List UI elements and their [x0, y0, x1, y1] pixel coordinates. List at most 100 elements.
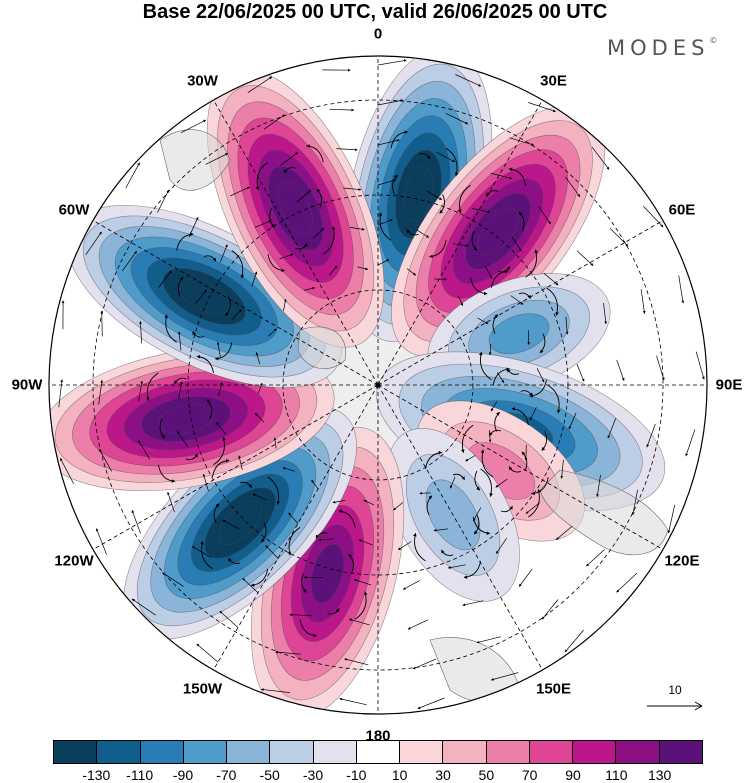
wind-arrow — [192, 546, 212, 558]
wind-arrow — [260, 522, 267, 543]
wind-arrow — [511, 236, 522, 252]
wind-arrow — [445, 112, 469, 125]
wind-arrow — [275, 650, 301, 655]
wind-arrow — [344, 658, 369, 666]
wind-arrow — [98, 379, 104, 405]
wind-arrow — [336, 148, 358, 152]
wind-arrow — [255, 352, 261, 365]
wind-arrow — [318, 538, 334, 542]
wind-arrow — [453, 243, 469, 247]
wind-arrow — [449, 476, 456, 489]
colorbar-tick-label: 50 — [478, 767, 495, 783]
wind-arrow — [296, 189, 312, 203]
longitude-label: 30E — [540, 72, 567, 90]
wind-arrow — [174, 377, 187, 385]
wind-arrow — [255, 161, 269, 191]
wind-arrow — [311, 479, 319, 490]
wind-arrow — [329, 108, 355, 112]
wind-arrow — [407, 619, 429, 630]
wind-arrow — [60, 458, 75, 485]
wind-arrow — [192, 331, 205, 338]
wind-arrow — [470, 277, 488, 296]
wind-arrow — [392, 174, 398, 195]
wind-arrow — [488, 429, 492, 443]
colorbar-tick-label: -110 — [126, 767, 154, 783]
wind-arrow — [538, 206, 551, 225]
wind-arrow — [228, 557, 241, 565]
wind-arrow — [596, 474, 601, 497]
wind-arrow — [185, 453, 198, 461]
longitude-label: 60E — [668, 201, 696, 218]
wind-vectors — [58, 59, 705, 709]
wind-arrow — [541, 431, 548, 451]
wind-arrow — [472, 507, 482, 522]
meridian-line — [213, 384, 379, 671]
wind-arrow — [213, 503, 220, 524]
wind-arrow — [304, 286, 316, 291]
wind-arrow — [490, 672, 519, 681]
wind-arrow — [616, 359, 625, 381]
wind-arrow — [131, 510, 141, 534]
longitude-label: 150E — [535, 680, 572, 698]
wind-arrow — [327, 608, 340, 615]
wind-arrow — [539, 333, 546, 354]
colorbar-swatch — [54, 741, 98, 763]
wind-arrow — [486, 190, 499, 197]
wind-arrow — [58, 379, 64, 408]
wind-arrow — [283, 298, 287, 312]
wind-arrow — [267, 476, 281, 505]
anomaly-center-297 — [66, 205, 342, 388]
colorbar-tick-label: 70 — [521, 767, 538, 783]
longitude-label: 120E — [664, 552, 700, 569]
wind-arrow — [177, 431, 189, 447]
wind-arrow — [603, 302, 608, 325]
wind-arrow — [273, 437, 277, 449]
wind-arrow — [138, 380, 143, 402]
wind-arrow — [260, 688, 290, 693]
wind-arrow — [218, 382, 223, 397]
colorbar-tick-label: -90 — [172, 767, 194, 783]
wind-arrow — [543, 272, 559, 286]
wind-arrow — [250, 568, 269, 587]
wind-arrow — [254, 413, 265, 423]
longitude-label: 120W — [54, 552, 94, 569]
wind-arrow — [377, 139, 400, 146]
wind-arrow — [205, 153, 228, 165]
wind-arrow — [631, 489, 638, 516]
wind-arrow — [159, 418, 166, 439]
wind-arrow — [520, 390, 533, 397]
anomaly-center-260 — [49, 346, 335, 492]
wind-arrow — [263, 114, 286, 130]
meridian-line — [92, 384, 379, 550]
wind-arrow — [167, 491, 175, 513]
meridian-line — [92, 220, 379, 386]
wind-arrow — [239, 481, 252, 489]
wind-arrow — [357, 266, 369, 271]
colorbar-swatch — [486, 741, 530, 763]
wind-arrow — [433, 528, 449, 532]
wind-arrow — [247, 76, 273, 93]
wind-arrow — [565, 176, 581, 198]
wind-arrow — [332, 500, 345, 504]
wind-arrow — [254, 220, 272, 228]
wind-arrow — [377, 259, 390, 266]
wind-arrow — [576, 250, 594, 266]
wind-arrow — [265, 545, 279, 559]
wind-arrow — [238, 455, 243, 470]
colorbar-swatch — [183, 741, 228, 763]
wind-arrow — [212, 458, 230, 477]
wind-arrow — [96, 528, 107, 555]
latitude-circle — [92, 99, 664, 671]
brand-name: MODES — [607, 36, 710, 60]
wind-arrow — [138, 440, 150, 460]
wind-arrow — [100, 310, 104, 337]
wind-arrow — [402, 580, 420, 590]
wind-arrow — [441, 549, 454, 557]
longitude-label: 0 — [373, 25, 383, 43]
wind-arrow — [222, 519, 240, 530]
wind-arrow — [490, 401, 498, 412]
wind-arrow — [288, 512, 299, 524]
wind-arrow — [478, 351, 492, 381]
wind-arrow — [452, 473, 465, 481]
wind-arrow — [489, 429, 502, 437]
